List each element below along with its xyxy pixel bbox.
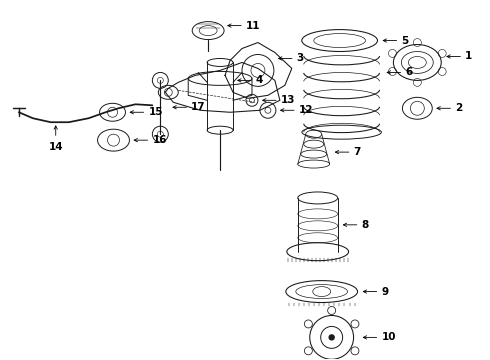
Text: 15: 15 <box>148 107 163 117</box>
Circle shape <box>329 335 334 340</box>
Text: 6: 6 <box>405 67 413 77</box>
Text: 7: 7 <box>354 147 361 157</box>
Text: 17: 17 <box>191 102 206 112</box>
Text: 11: 11 <box>246 21 261 31</box>
Text: 13: 13 <box>281 95 295 105</box>
Text: 1: 1 <box>465 51 472 62</box>
Text: 2: 2 <box>455 103 463 113</box>
Text: 9: 9 <box>382 287 389 297</box>
Text: 10: 10 <box>382 332 396 342</box>
Text: 5: 5 <box>401 36 409 46</box>
Text: 14: 14 <box>49 142 63 152</box>
Text: 3: 3 <box>297 54 304 63</box>
Text: 4: 4 <box>256 75 263 85</box>
Text: 16: 16 <box>152 135 167 145</box>
Text: 12: 12 <box>299 105 313 115</box>
Text: 8: 8 <box>362 220 369 230</box>
